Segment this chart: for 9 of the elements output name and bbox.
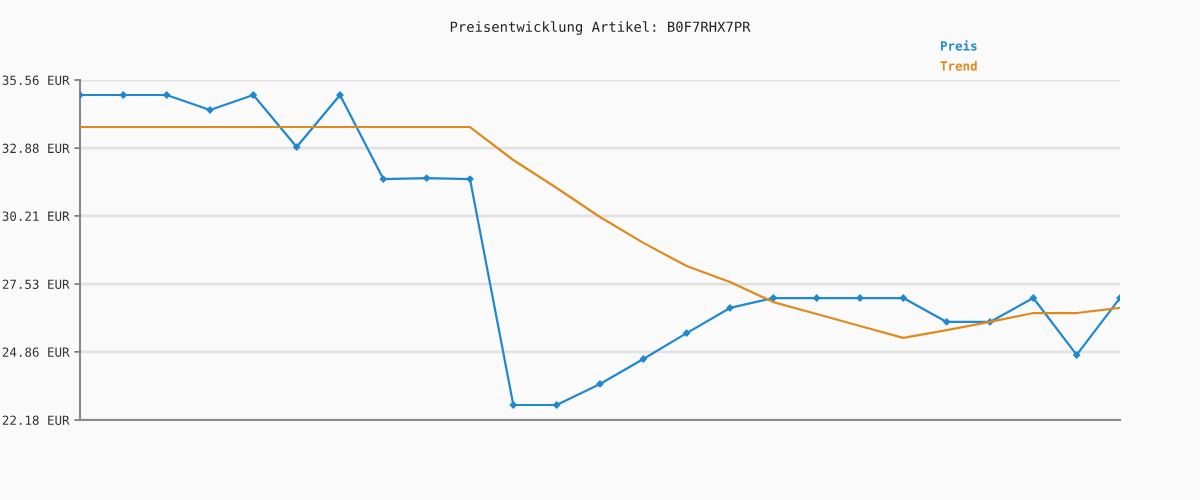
y-tick-label: 30.21 EUR <box>2 211 70 221</box>
text: Preis <box>940 40 977 51</box>
y-tick-label: 32.88 EUR <box>2 143 70 154</box>
y-tick-label: 27.53 EUR <box>2 279 70 290</box>
text: Trend <box>940 60 977 71</box>
y-tick-label: 22.18 EUR <box>2 415 70 425</box>
y-tick-label: 35.56 EUR <box>2 75 70 85</box>
y-tick-label: 24.86 EUR <box>2 347 70 357</box>
chart-title: Preisentwicklung Artikel: B0F7RHX7PR <box>450 21 751 35</box>
